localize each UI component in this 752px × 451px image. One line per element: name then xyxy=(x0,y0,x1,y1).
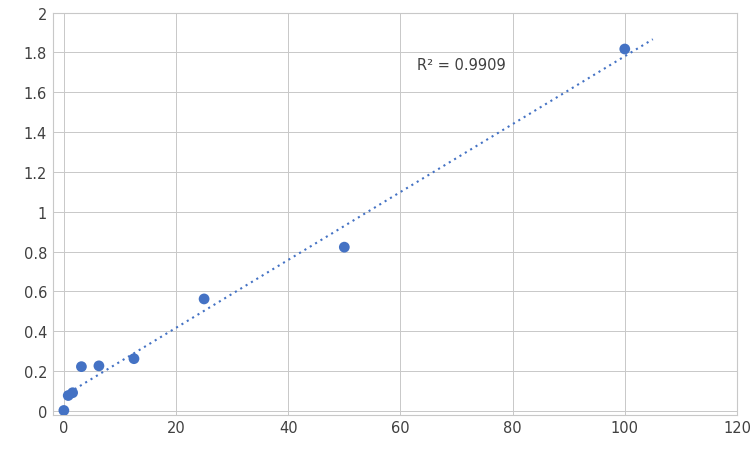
Point xyxy=(67,389,79,396)
Point xyxy=(198,296,210,303)
Point xyxy=(128,355,140,363)
Point xyxy=(93,363,105,370)
Point xyxy=(75,363,87,370)
Text: R² = 0.9909: R² = 0.9909 xyxy=(417,58,506,73)
Point xyxy=(619,46,631,54)
Point xyxy=(62,392,74,399)
Point xyxy=(338,244,350,251)
Point xyxy=(58,407,70,414)
